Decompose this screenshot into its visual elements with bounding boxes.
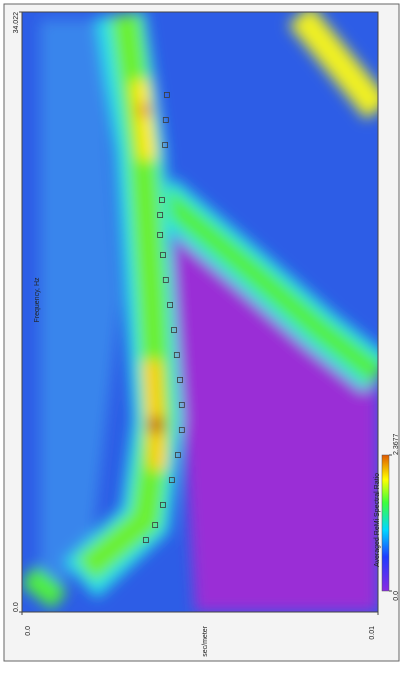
plot-border [21,11,379,613]
pick-point [177,377,183,383]
colorbar [381,454,390,592]
y-axis-label: sec/meter [202,625,209,656]
x-tick-label: 0.0 [13,602,20,612]
pick-point [167,302,173,308]
pick-point [160,502,166,508]
colorbar-label: Averaged ReMi Spectral Ratio [374,473,381,567]
pick-point [162,277,169,283]
heatmap [22,12,378,612]
pick-point [160,252,166,258]
pick-point [157,232,164,238]
colorbar-tick-label: 2.3677 [393,433,400,455]
pick-point [162,117,169,123]
y-tick-label: 0.01 [369,626,376,640]
colorbar-tick-label: 0.0 [393,591,400,601]
pick-point [163,92,170,98]
pick-point [175,452,181,458]
pick-point [162,142,169,148]
pick-point [173,352,180,358]
pick-point [152,522,159,528]
pick-point [171,327,177,333]
y-tick-label: 0.0 [25,626,32,636]
pick-point [178,427,185,433]
pick-point [178,402,185,408]
pick-point [142,537,149,543]
pick-point [157,212,164,218]
pick-point [159,197,165,203]
x-axis-label: Frequency, Hz [34,277,41,322]
x-tick-label: 34.022 [13,12,20,34]
pick-point [168,477,175,483]
